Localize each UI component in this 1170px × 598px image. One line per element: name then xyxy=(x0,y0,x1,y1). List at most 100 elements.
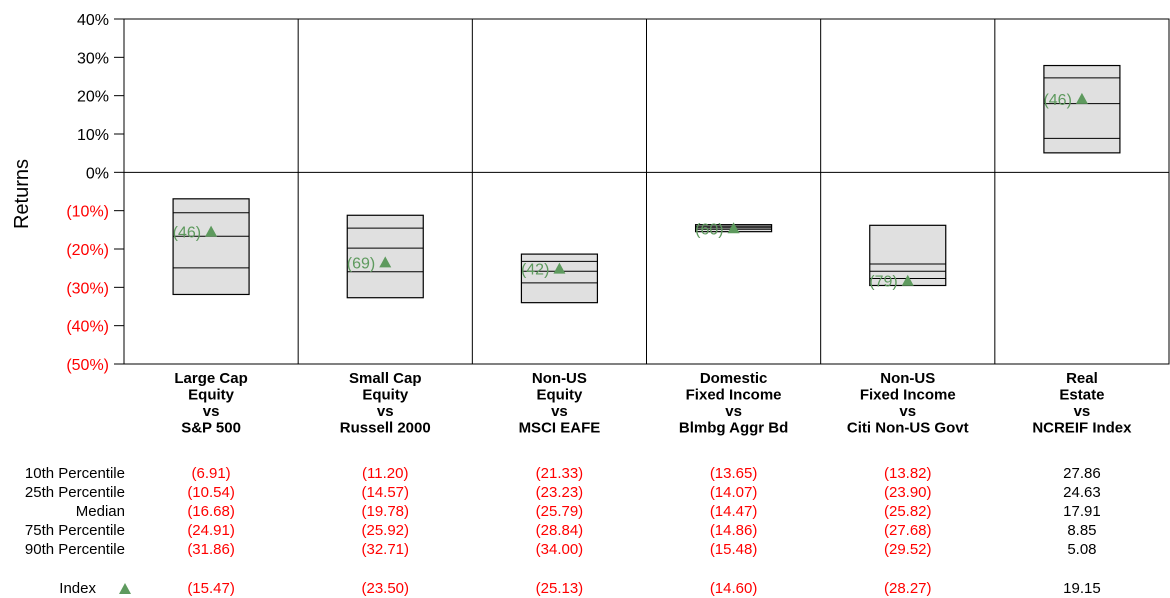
index-cell: (28.27) xyxy=(884,580,932,597)
rank-label: (42) xyxy=(521,262,549,279)
category-label-line: NCREIF Index xyxy=(1032,420,1132,437)
percentile-cell: 8.85 xyxy=(1067,522,1096,539)
index-marker xyxy=(379,256,392,268)
category-label-line: Equity xyxy=(536,387,582,404)
category-label-line: vs xyxy=(1074,403,1091,420)
index-cell: 19.15 xyxy=(1063,580,1101,597)
y-tick-label: (50%) xyxy=(66,357,109,374)
percentile-cell: (28.84) xyxy=(536,522,584,539)
rank-label: (60) xyxy=(695,221,723,238)
y-tick-label: 30% xyxy=(77,50,109,67)
percentile-cell: (13.65) xyxy=(710,465,758,482)
category-label-line: vs xyxy=(725,403,742,420)
category-label-line: Real xyxy=(1066,370,1098,387)
box-group: (42) xyxy=(520,253,599,304)
index-cell: (14.60) xyxy=(710,580,758,597)
percentile-row-label: 10th Percentile xyxy=(25,465,125,482)
category-label-line: Large Cap xyxy=(174,370,247,387)
percentile-cell: (14.57) xyxy=(361,484,409,501)
box-group: (69) xyxy=(346,214,424,299)
percentile-cell: 27.86 xyxy=(1063,465,1101,482)
index-marker xyxy=(1075,92,1088,104)
percentile-cell: (11.20) xyxy=(362,465,408,482)
percentile-cell: (6.91) xyxy=(191,465,230,482)
percentile-cell: (23.23) xyxy=(536,484,584,501)
percentile-cell: (14.47) xyxy=(710,503,758,520)
percentile-row-label: Median xyxy=(76,503,125,520)
y-tick-label: 40% xyxy=(77,12,109,29)
percentile-cell: (16.68) xyxy=(187,503,235,520)
percentile-cell: 24.63 xyxy=(1063,484,1101,501)
category-label-line: Russell 2000 xyxy=(340,420,431,437)
category-label-line: vs xyxy=(377,403,394,420)
percentile-cell: (29.52) xyxy=(884,541,932,558)
percentile-cell: (14.07) xyxy=(710,484,758,501)
percentile-cell: (25.82) xyxy=(884,503,932,520)
index-legend-marker xyxy=(119,583,131,594)
percentile-row-label: 75th Percentile xyxy=(25,522,125,539)
y-tick-layer: 40% 30% 20% 10% 0% (10%) (20%) (30%) (40%) (50%) xyxy=(66,12,124,374)
category-label-line: Non-US xyxy=(532,370,587,387)
percentile-cell: (31.86) xyxy=(187,541,235,558)
percentile-cell: 5.08 xyxy=(1067,541,1096,558)
index-marker xyxy=(727,222,740,234)
y-tick-label: (40%) xyxy=(66,319,109,336)
y-tick-label: 10% xyxy=(77,127,109,144)
category-label-line: S&P 500 xyxy=(181,420,241,437)
index-cell: (25.13) xyxy=(536,580,584,597)
percentile-row-label: 25th Percentile xyxy=(25,484,125,501)
grid-layer xyxy=(123,18,1170,365)
y-axis-label: Returns xyxy=(11,159,33,229)
category-label-line: Blmbg Aggr Bd xyxy=(679,420,788,437)
category-label-line: Small Cap xyxy=(349,370,422,387)
percentile-cell: (23.90) xyxy=(884,484,932,501)
percentile-cell: (27.68) xyxy=(884,522,932,539)
y-tick-label: 20% xyxy=(77,89,109,106)
y-tick-label: (30%) xyxy=(66,280,109,297)
percentile-cell: (13.82) xyxy=(884,465,932,482)
category-label-line: Fixed Income xyxy=(860,387,956,404)
percentile-cell: (10.54) xyxy=(187,484,235,501)
index-marker xyxy=(901,274,914,286)
y-tick-label: (10%) xyxy=(66,204,109,221)
box-rect xyxy=(172,198,250,296)
box-rect xyxy=(520,253,599,304)
category-label-line: Domestic xyxy=(700,370,768,387)
index-cell: (23.50) xyxy=(361,580,409,597)
category-label-line: Estate xyxy=(1059,387,1104,404)
percentile-cell: (32.71) xyxy=(361,541,409,558)
box-group: (79) xyxy=(869,224,947,291)
percentile-cell: (21.33) xyxy=(536,465,584,482)
percentile-cell: (25.79) xyxy=(536,503,584,520)
index-marker xyxy=(205,225,218,237)
percentile-cell: (15.48) xyxy=(710,541,758,558)
percentile-cell: (25.92) xyxy=(361,522,409,539)
percentile-cell: (34.00) xyxy=(536,541,584,558)
y-tick-label: 0% xyxy=(86,165,109,182)
box-group: (46) xyxy=(172,198,250,296)
box-group: (46) xyxy=(1043,64,1121,154)
category-label-line: Non-US xyxy=(880,370,935,387)
category-label-line: vs xyxy=(899,403,916,420)
category-label-line: Citi Non-US Govt xyxy=(847,420,969,437)
index-cell: (15.47) xyxy=(187,580,235,597)
rank-label: (69) xyxy=(347,255,375,272)
index-marker xyxy=(553,262,566,274)
box-group: (60) xyxy=(694,221,773,238)
box-rect xyxy=(1043,64,1121,154)
category-label-line: Equity xyxy=(362,387,408,404)
box-layer: (46) (69) (42) (60) (79) (46) xyxy=(172,64,1121,304)
category-label-line: MSCI EAFE xyxy=(519,420,601,437)
rank-label: (79) xyxy=(869,274,897,291)
percentile-cell: 17.91 xyxy=(1063,503,1101,520)
percentile-cell: (24.91) xyxy=(187,522,235,539)
rank-label: (46) xyxy=(173,225,201,242)
percentile-table: 10th Percentile 25th Percentile Median 75th… xyxy=(25,465,1101,597)
percentile-row-label: 90th Percentile xyxy=(25,541,125,558)
category-label-line: Fixed Income xyxy=(686,387,782,404)
category-label-line: vs xyxy=(203,403,220,420)
y-tick-label: (20%) xyxy=(66,242,109,259)
category-label-line: Equity xyxy=(188,387,234,404)
